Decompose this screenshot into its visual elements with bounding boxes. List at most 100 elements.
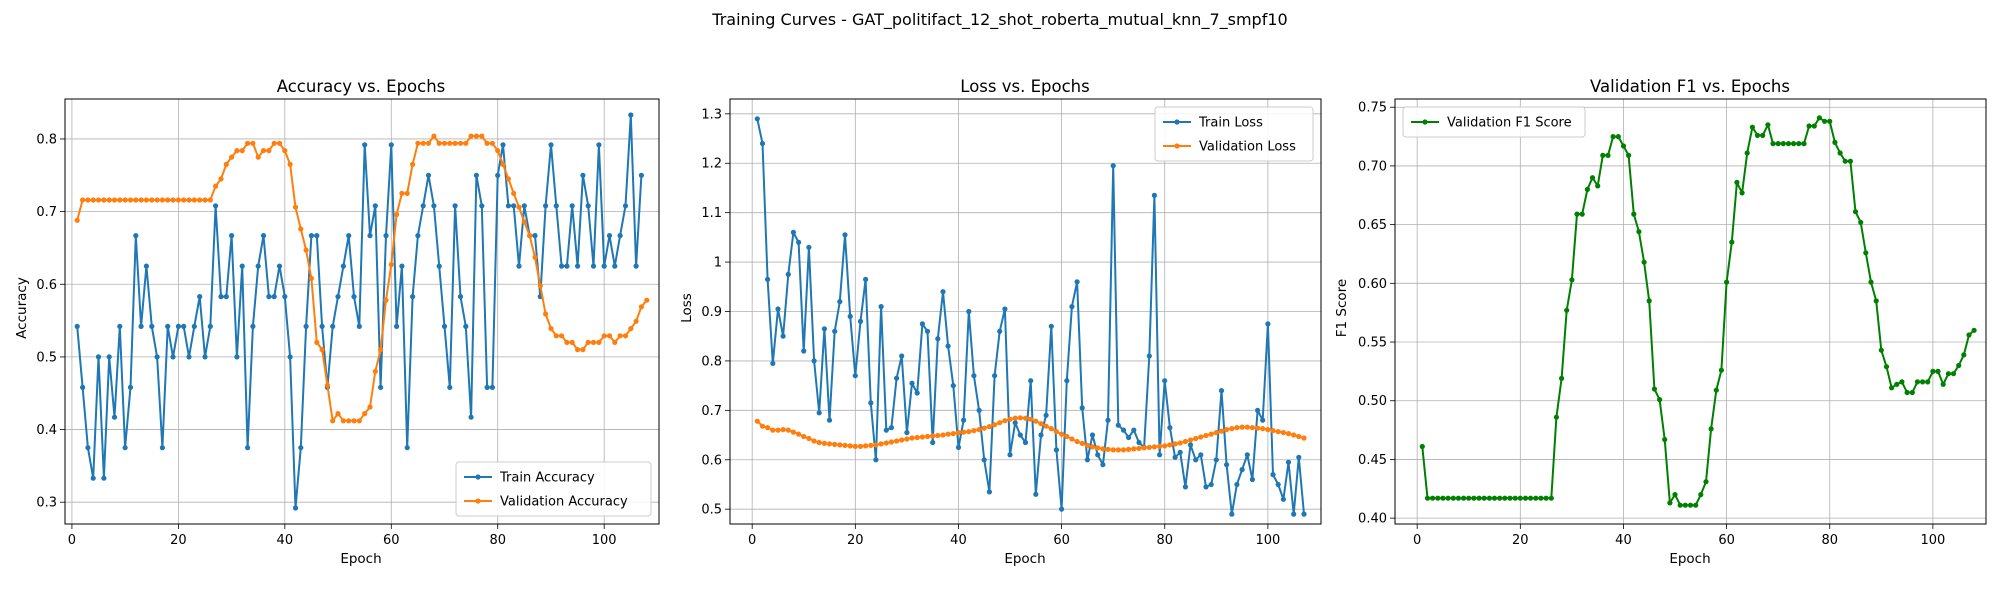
f1-series-1-point: [1548, 495, 1554, 501]
accuracy-series-1-point: [484, 384, 490, 390]
accuracy-series-1-point: [101, 475, 107, 481]
loss-series-2-point: [1177, 440, 1183, 446]
accuracy-series-2-point: [324, 382, 330, 388]
accuracy-series-2-point: [527, 233, 533, 239]
loss-series-2-point: [930, 433, 936, 439]
f1-series-1-point: [1600, 152, 1606, 158]
accuracy-series-1-point: [298, 445, 304, 451]
accuracy-series-2-point: [287, 161, 293, 167]
accuracy-series-2-point: [489, 140, 495, 146]
loss-series-1-point: [1270, 472, 1276, 478]
loss-series-1-point: [857, 318, 864, 324]
accuracy-series-1-point: [292, 505, 299, 511]
f1-series-1-point: [1605, 152, 1611, 158]
loss-series-2-point: [785, 427, 791, 433]
loss-series-1-point: [1244, 452, 1250, 458]
loss-chart-title: Loss vs. Epochs: [960, 77, 1089, 96]
f1-series-1-point: [1579, 211, 1585, 217]
loss-series-1-point: [1022, 439, 1029, 446]
accuracy-series-1-point: [202, 354, 208, 360]
accuracy-series-1-point: [266, 294, 272, 300]
accuracy-series-2-point: [601, 333, 607, 339]
accuracy-series-1-point: [559, 263, 565, 269]
accuracy-series-1-point: [431, 203, 437, 209]
accuracy-series-1-point: [585, 203, 591, 209]
loss-series-2-point: [899, 437, 905, 443]
accuracy-x-tick-label: 20: [170, 533, 187, 548]
accuracy-series-2-point: [170, 197, 176, 203]
f1-series-1-point: [1847, 158, 1853, 164]
accuracy-series-1-point: [218, 294, 224, 300]
loss-series-1-point: [935, 336, 941, 342]
f1-series-1-point: [1754, 132, 1761, 138]
loss-series-1-point: [1053, 447, 1059, 453]
f1-chart-ylabel: F1 Score: [1334, 279, 1350, 337]
f1-y-tick-label: 0.75: [1358, 101, 1387, 116]
accuracy-series-1-point: [511, 203, 517, 209]
f1-x-tick-label: 20: [1512, 533, 1529, 548]
loss-y-tick-label: 1: [714, 256, 722, 271]
accuracy-series-2-point: [415, 140, 421, 146]
loss-series-1-point: [1115, 422, 1121, 428]
loss-series-1-point: [1069, 304, 1075, 310]
accuracy-series-2-point: [590, 339, 597, 345]
f1-series-1-point: [1920, 379, 1926, 385]
f1-series-1-point: [1950, 371, 1957, 377]
loss-series-2-point: [801, 433, 807, 440]
accuracy-series-2-point: [319, 347, 325, 353]
loss-series-2-point: [935, 432, 941, 439]
loss-series-2-point: [924, 433, 931, 440]
accuracy-series-1-point: [505, 203, 511, 209]
accuracy-series-1-point: [394, 323, 400, 329]
accuracy-chart-xlabel: Epoch: [340, 551, 381, 567]
accuracy-series-2-point: [186, 197, 192, 203]
loss-series-1-point: [1126, 434, 1132, 441]
f1-x-tick-label: 60: [1718, 533, 1735, 548]
accuracy-series-2-point: [181, 197, 187, 203]
accuracy-series-1-point: [80, 384, 86, 390]
loss-series-2-point: [1167, 442, 1173, 448]
loss-series-2-point: [888, 439, 895, 445]
accuracy-series-1-point: [521, 203, 527, 209]
accuracy-series-1-point: [489, 384, 495, 390]
f1-series-1-point: [1914, 379, 1920, 385]
accuracy-series-1-point: [287, 354, 293, 360]
f1-series-1-point: [1533, 495, 1539, 501]
accuracy-series-2-point: [213, 183, 219, 189]
loss-series-2-point: [878, 441, 884, 447]
accuracy-series-1-point: [335, 294, 341, 300]
loss-series-2-point: [1182, 438, 1188, 445]
accuracy-series-2-point: [521, 219, 527, 225]
accuracy-legend-marker-1: [475, 474, 481, 480]
loss-series-2-point: [1296, 433, 1302, 440]
f1-series-1-point: [1424, 495, 1431, 501]
loss-series-2-point: [1095, 445, 1101, 451]
f1-series-1-point: [1486, 495, 1492, 501]
f1-series-1-point: [1538, 495, 1544, 501]
f1-series-1-point: [1863, 250, 1869, 256]
accuracy-series-2-point: [74, 217, 80, 223]
accuracy-series-1-point: [410, 294, 416, 300]
accuracy-series-1-point: [628, 112, 634, 118]
loss-series-2-point: [1265, 427, 1271, 433]
accuracy-x-tick-label: 100: [592, 533, 617, 548]
accuracy-series-1-point: [372, 203, 378, 209]
accuracy-series-2-point: [441, 140, 448, 146]
loss-series-1-point: [842, 232, 848, 238]
loss-series-2-point: [894, 438, 900, 444]
accuracy-series-2-point: [111, 197, 118, 203]
f1-series-1-point: [1883, 364, 1890, 370]
f1-series-1-point: [1935, 368, 1941, 374]
accuracy-series-2-point: [383, 297, 389, 303]
accuracy-series-2-point: [431, 133, 437, 139]
loss-series-1-point: [1038, 432, 1044, 438]
accuracy-x-tick-label: 60: [383, 533, 400, 548]
loss-series-2-point: [1172, 441, 1178, 447]
accuracy-series-2-point: [404, 190, 410, 196]
accuracy-series-2-point: [420, 140, 426, 146]
loss-series-2-point: [883, 440, 889, 446]
loss-series-2-point: [1022, 415, 1029, 421]
accuracy-series-1-point: [319, 323, 325, 329]
loss-series-1-point: [1301, 511, 1307, 517]
f1-series-1-point: [1589, 175, 1596, 181]
